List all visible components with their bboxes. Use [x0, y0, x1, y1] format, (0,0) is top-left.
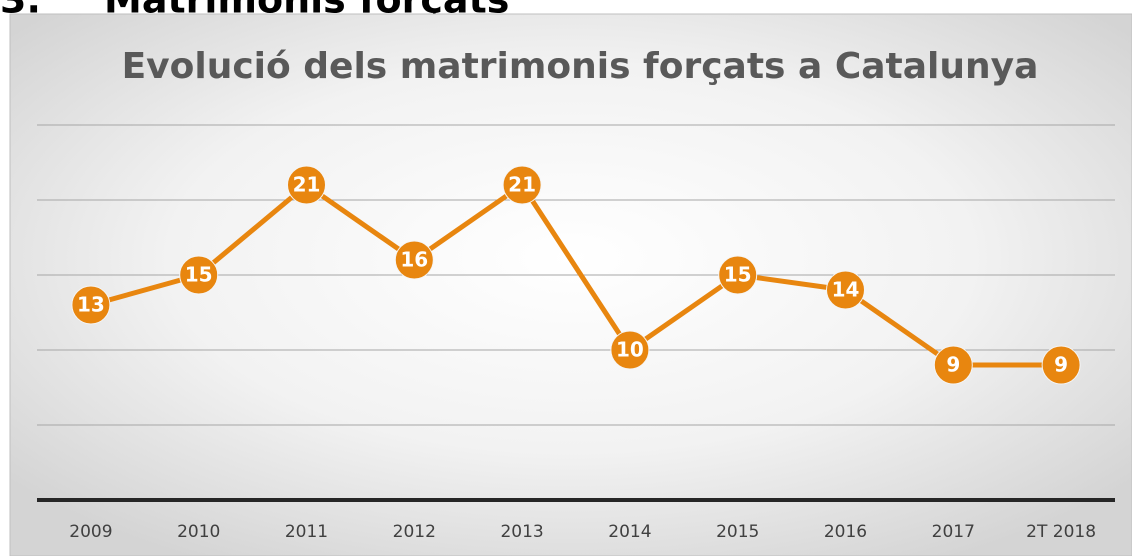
- data-label: 10: [616, 338, 644, 362]
- marker: [502, 165, 542, 205]
- line: [90, 182, 1062, 368]
- x-tick-label: 2017: [932, 522, 975, 542]
- marker: [287, 165, 326, 205]
- chart-area: [9, 13, 1132, 557]
- x-tick-label: 2015: [716, 522, 759, 542]
- data-label: 14: [832, 278, 860, 302]
- data-label: 16: [400, 248, 428, 272]
- chart-title: Evolució dels matrimonis forçats a Catal…: [122, 46, 1039, 87]
- marker: [826, 270, 865, 310]
- marker: [71, 285, 111, 325]
- x-tick-label: 2012: [393, 522, 436, 542]
- data-label: 21: [293, 173, 321, 197]
- marker: [610, 330, 650, 370]
- data-label: 15: [185, 263, 213, 287]
- data-label: 21: [508, 173, 536, 197]
- data-label: 9: [1054, 353, 1068, 377]
- x-tick-label: 2010: [177, 522, 220, 542]
- marker: [179, 255, 219, 295]
- x-tick-label: 2013: [500, 522, 543, 542]
- x-tick-label: 2016: [824, 522, 867, 542]
- data-label: 15: [724, 263, 752, 287]
- marker: [394, 240, 434, 280]
- data-label: 9: [946, 353, 960, 377]
- marker: [718, 255, 758, 295]
- marker: [1041, 345, 1081, 385]
- x-tick-label: 2014: [608, 522, 651, 542]
- x-tick-label: 2T 2018: [1026, 522, 1096, 542]
- x-tick-label: 2009: [69, 522, 112, 542]
- data-label: 13: [77, 293, 105, 317]
- x-tick-label: 2011: [285, 522, 328, 542]
- marker: [933, 345, 973, 385]
